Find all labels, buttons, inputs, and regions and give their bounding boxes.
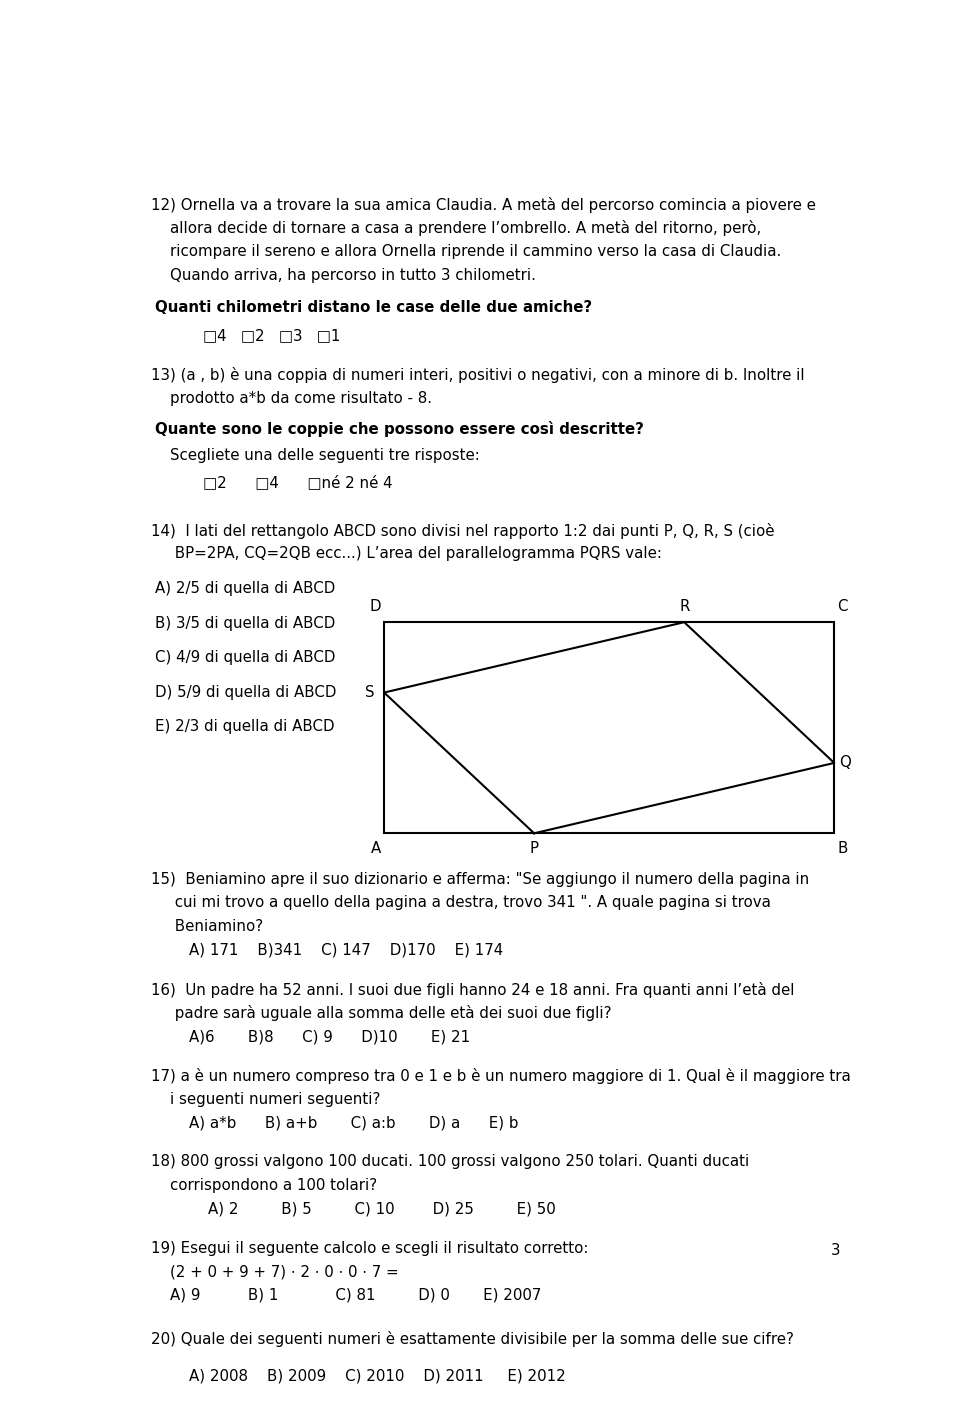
Text: D) 5/9 di quella di ABCD: D) 5/9 di quella di ABCD: [155, 685, 336, 700]
Text: Beniamino?: Beniamino?: [152, 920, 263, 934]
Text: corrispondono a 100 tolari?: corrispondono a 100 tolari?: [152, 1178, 377, 1192]
Text: S: S: [365, 685, 374, 700]
Text: 20) Quale dei seguenti numeri è esattamente divisibile per la somma delle sue ci: 20) Quale dei seguenti numeri è esattame…: [152, 1331, 794, 1348]
Text: B: B: [837, 841, 848, 855]
Text: A) 2         B) 5         C) 10        D) 25         E) 50: A) 2 B) 5 C) 10 D) 25 E) 50: [152, 1201, 556, 1217]
Text: Scegliete una delle seguenti tre risposte:: Scegliete una delle seguenti tre rispost…: [152, 448, 480, 463]
Text: Quando arriva, ha percorso in tutto 3 chilometri.: Quando arriva, ha percorso in tutto 3 ch…: [152, 267, 536, 283]
Text: Quante sono le coppie che possono essere così descritte?: Quante sono le coppie che possono essere…: [155, 421, 644, 437]
Text: A: A: [371, 841, 381, 855]
Text: P: P: [530, 841, 539, 855]
Text: Q: Q: [839, 755, 851, 771]
Text: allora decide di tornare a casa a prendere l’ombrello. A metà del ritorno, però,: allora decide di tornare a casa a prende…: [152, 220, 761, 236]
Bar: [384, 623, 834, 834]
Text: (2 + 0 + 9 + 7) ⋅ 2 ⋅ 0 ⋅ 0 ⋅ 7 =: (2 + 0 + 9 + 7) ⋅ 2 ⋅ 0 ⋅ 0 ⋅ 7 =: [152, 1264, 398, 1279]
Text: E) 2/3 di quella di ABCD: E) 2/3 di quella di ABCD: [155, 720, 334, 734]
Text: A) 171    B)341    C) 147    D)170    E) 174: A) 171 B)341 C) 147 D)170 E) 174: [152, 942, 503, 958]
Text: □4   □2   □3   □1: □4 □2 □3 □1: [204, 328, 341, 343]
Text: C: C: [837, 600, 848, 614]
Text: 19) Esegui il seguente calcolo e scegli il risultato corretto:: 19) Esegui il seguente calcolo e scegli …: [152, 1241, 588, 1255]
Text: BP=2PA, CQ=2QB ecc...) L’area del parallelogramma PQRS vale:: BP=2PA, CQ=2QB ecc...) L’area del parall…: [152, 547, 662, 561]
Text: □2      □4      □né 2 né 4: □2 □4 □né 2 né 4: [204, 476, 393, 490]
Text: 3: 3: [830, 1242, 840, 1258]
Text: padre sarà uguale alla somma delle età dei suoi due figli?: padre sarà uguale alla somma delle età d…: [152, 1005, 612, 1021]
Text: A) a*b      B) a+b       C) a:b       D) a      E) b: A) a*b B) a+b C) a:b D) a E) b: [152, 1115, 518, 1131]
Text: 17) a è un numero compreso tra 0 e 1 e b è un numero maggiore di 1. Qual è il ma: 17) a è un numero compreso tra 0 e 1 e b…: [152, 1068, 851, 1084]
Text: A) 9          B) 1            C) 81         D) 0       E) 2007: A) 9 B) 1 C) 81 D) 0 E) 2007: [152, 1288, 541, 1302]
Text: R: R: [679, 600, 689, 614]
Text: Quanti chilometri distano le case delle due amiche?: Quanti chilometri distano le case delle …: [155, 300, 592, 316]
Text: C) 4/9 di quella di ABCD: C) 4/9 di quella di ABCD: [155, 650, 335, 665]
Text: D: D: [370, 600, 381, 614]
Text: 12) Ornella va a trovare la sua amica Claudia. A metà del percorso comincia a pi: 12) Ornella va a trovare la sua amica Cl…: [152, 197, 816, 213]
Text: i seguenti numeri seguenti?: i seguenti numeri seguenti?: [152, 1091, 380, 1107]
Text: B) 3/5 di quella di ABCD: B) 3/5 di quella di ABCD: [155, 615, 335, 631]
Text: A)6       B)8      C) 9      D)10       E) 21: A)6 B)8 C) 9 D)10 E) 21: [152, 1030, 470, 1044]
Text: prodotto a*b da come risultato - 8.: prodotto a*b da come risultato - 8.: [152, 391, 432, 406]
Text: cui mi trovo a quello della pagina a destra, trovo 341 ". A quale pagina si trov: cui mi trovo a quello della pagina a des…: [152, 895, 771, 911]
Text: 18) 800 grossi valgono 100 ducati. 100 grossi valgono 250 tolari. Quanti ducati: 18) 800 grossi valgono 100 ducati. 100 g…: [152, 1154, 750, 1170]
Text: 14)  I lati del rettangolo ABCD sono divisi nel rapporto 1:2 dai punti P, Q, R, : 14) I lati del rettangolo ABCD sono divi…: [152, 523, 775, 538]
Text: 15)  Beniamino apre il suo dizionario e afferma: "Se aggiungo il numero della pa: 15) Beniamino apre il suo dizionario e a…: [152, 871, 809, 887]
Text: A) 2/5 di quella di ABCD: A) 2/5 di quella di ABCD: [155, 581, 335, 595]
Text: A) 2008    B) 2009    C) 2010    D) 2011     E) 2012: A) 2008 B) 2009 C) 2010 D) 2011 E) 2012: [152, 1368, 566, 1384]
Text: 13) (a , b) è una coppia di numeri interi, positivi o negativi, con a minore di : 13) (a , b) è una coppia di numeri inter…: [152, 367, 804, 383]
Text: 16)  Un padre ha 52 anni. I suoi due figli hanno 24 e 18 anni. Fra quanti anni l: 16) Un padre ha 52 anni. I suoi due figl…: [152, 981, 795, 998]
Text: ricompare il sereno e allora Ornella riprende il cammino verso la casa di Claudi: ricompare il sereno e allora Ornella rip…: [152, 244, 781, 258]
